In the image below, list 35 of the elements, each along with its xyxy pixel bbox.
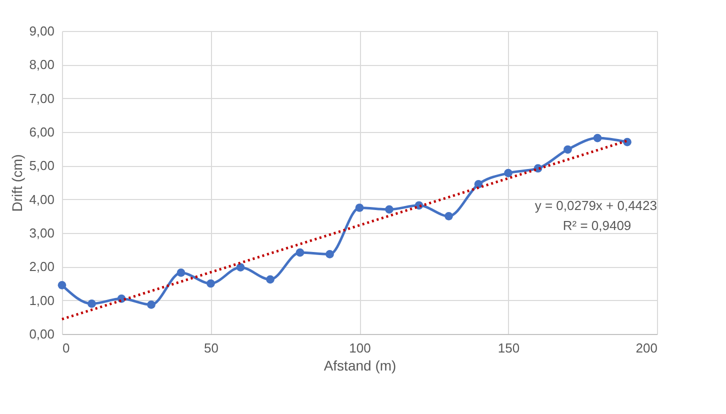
y-tick-label: 9,00: [29, 24, 54, 38]
y-tick-label: 3,00: [29, 226, 54, 240]
point: [326, 250, 334, 258]
y-tick-label: 5,00: [29, 158, 54, 174]
y-tick-label: 8,00: [29, 57, 54, 72]
y-tick-label: 4,00: [29, 192, 54, 207]
y-tick-label: 2,00: [29, 259, 54, 274]
x-tick-label: 200: [636, 340, 658, 356]
point: [385, 205, 394, 214]
point: [504, 168, 512, 178]
annotation: y = 0,0279x + 0,4423: [534, 198, 657, 213]
point: [58, 281, 66, 290]
x-tick-label: 150: [498, 340, 520, 356]
point: [147, 300, 156, 309]
y-tick-label: 6,00: [29, 124, 54, 140]
point: [236, 263, 245, 272]
y-tick-label: 0,00: [29, 326, 54, 342]
point: [444, 212, 453, 220]
point: [266, 275, 274, 284]
x-tick-label: 100: [349, 340, 371, 356]
y-axis-title: Drift (cm): [9, 154, 26, 212]
x-tick-label: 50: [204, 340, 218, 356]
point: [355, 204, 364, 212]
point: [474, 180, 483, 188]
point: [206, 279, 215, 288]
y-tick-label: 1,00: [29, 292, 54, 308]
x-axis-title: Afstand (m): [324, 358, 396, 374]
annotation: R² = 0,9409: [562, 218, 632, 233]
y-tick-label: 7,00: [29, 90, 54, 106]
point: [88, 300, 96, 308]
point: [296, 248, 304, 257]
point: [564, 145, 572, 154]
x-tick-label: 0: [62, 340, 70, 356]
point: [176, 268, 186, 277]
point: [593, 134, 602, 142]
